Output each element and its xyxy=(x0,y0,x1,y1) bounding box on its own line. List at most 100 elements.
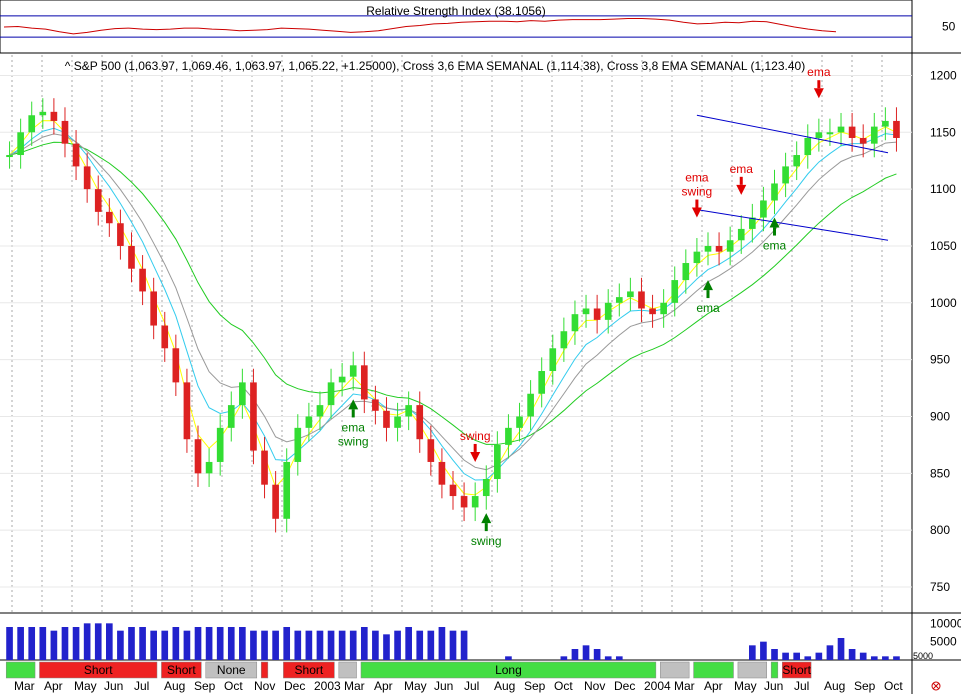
candle-body xyxy=(316,405,324,417)
x-tick-label: Oct xyxy=(554,679,573,693)
candle-body xyxy=(482,479,490,497)
candle-body xyxy=(516,416,523,428)
volume-bar xyxy=(28,627,36,660)
candle-body xyxy=(139,268,146,292)
volume-bar xyxy=(571,649,579,660)
volume-bar xyxy=(139,627,146,660)
volume-bar xyxy=(294,630,302,660)
x-tick-label: May xyxy=(404,679,427,693)
candle-body xyxy=(383,410,390,428)
signal-label: ema xyxy=(342,420,366,434)
channel-upper-line xyxy=(696,114,889,154)
buy-arrow-icon xyxy=(769,217,780,228)
candle-body xyxy=(105,211,113,224)
candle-body xyxy=(715,245,723,252)
volume-bar xyxy=(17,627,24,660)
candle-body xyxy=(815,132,823,138)
candle-body xyxy=(627,291,634,298)
candle-body xyxy=(183,382,191,440)
rsi-y-tick: 50 xyxy=(942,20,956,34)
x-tick-label: May xyxy=(734,679,757,693)
candle-body xyxy=(549,348,557,372)
sell-arrow-shaft xyxy=(817,80,821,89)
x-tick-label: Jul xyxy=(134,679,149,693)
candle-body xyxy=(527,393,534,417)
grid-lines xyxy=(0,55,912,612)
candle-body xyxy=(460,496,468,508)
price-y-tick: 1150 xyxy=(930,125,956,139)
volume-bar xyxy=(105,623,113,660)
signal-segment xyxy=(283,661,335,679)
candle-body xyxy=(117,223,124,246)
volume-bar xyxy=(194,627,202,660)
rsi-panel xyxy=(0,15,912,38)
candle-body xyxy=(593,308,601,320)
candle-body xyxy=(83,166,91,190)
candle-body xyxy=(161,325,169,349)
candle-body xyxy=(671,280,679,303)
buy-arrow-shaft xyxy=(484,523,488,532)
signal-segment xyxy=(660,661,690,679)
signal-segment xyxy=(260,661,269,679)
volume-bar xyxy=(316,630,324,660)
candle-body xyxy=(837,126,845,133)
sell-arrow-shaft xyxy=(473,443,477,452)
x-tick-label: Aug xyxy=(494,679,515,693)
price-y-tick: 1000 xyxy=(930,296,957,310)
volume-bar xyxy=(261,630,268,660)
rsi-title: Relative Strength Index (38.1056) xyxy=(366,4,545,18)
signal-segment xyxy=(205,661,258,679)
signal-segment xyxy=(770,661,779,679)
candle-body xyxy=(338,376,346,383)
x-tick-label: Aug xyxy=(824,679,845,693)
candle-body xyxy=(327,382,335,406)
signal-label: swing xyxy=(338,434,369,448)
sell-arrow-icon xyxy=(691,207,702,218)
candle-body xyxy=(372,399,379,411)
x-tick-label: Jul xyxy=(464,679,479,693)
candle-body xyxy=(305,416,313,428)
candle-body xyxy=(216,427,224,462)
candle-body xyxy=(239,382,246,406)
buy-arrow-shaft xyxy=(773,227,777,236)
price-y-tick: 1050 xyxy=(930,239,957,253)
volume-bar xyxy=(372,630,379,660)
volume-bar xyxy=(893,656,900,660)
volume-bar xyxy=(216,627,224,660)
candle-body xyxy=(870,126,878,144)
ema-mid-line xyxy=(9,127,897,481)
buy-arrow-icon xyxy=(702,280,713,291)
candle-body xyxy=(693,251,701,264)
candle-body xyxy=(250,382,257,451)
volume-panel xyxy=(6,623,900,660)
volume-bar xyxy=(882,656,889,660)
sell-arrow-shaft xyxy=(739,176,743,185)
candle-body xyxy=(782,166,789,184)
x-tick-label: Sep xyxy=(524,679,546,693)
rsi-line xyxy=(3,18,837,35)
candle-body xyxy=(494,444,501,480)
candle-body xyxy=(416,405,424,440)
volume-bar xyxy=(117,630,124,660)
x-tick-label: Apr xyxy=(704,679,723,693)
candle-body xyxy=(638,291,645,309)
candle-body xyxy=(471,496,479,508)
candle-body xyxy=(261,450,268,485)
x-tick-label: Mar xyxy=(14,679,35,693)
volume-bar xyxy=(94,623,102,660)
candle-body xyxy=(205,461,213,474)
volume-bar xyxy=(83,623,91,660)
volume-bar xyxy=(50,630,58,660)
signal-label: ema xyxy=(696,301,720,315)
signal-segment xyxy=(782,661,812,679)
signal-label: ema xyxy=(685,171,709,185)
volume-bar xyxy=(405,627,412,660)
price-title: ^ S&P 500 (1,063.97, 1,069.46, 1,063.97,… xyxy=(65,59,805,73)
price-y-tick: 850 xyxy=(930,466,950,480)
close-window-icon[interactable] xyxy=(931,681,941,691)
candle-body xyxy=(283,461,291,519)
volume-bar xyxy=(349,630,357,660)
channel-lower-line xyxy=(696,209,889,241)
signal-label: None xyxy=(217,663,246,677)
candle-body xyxy=(859,137,867,144)
